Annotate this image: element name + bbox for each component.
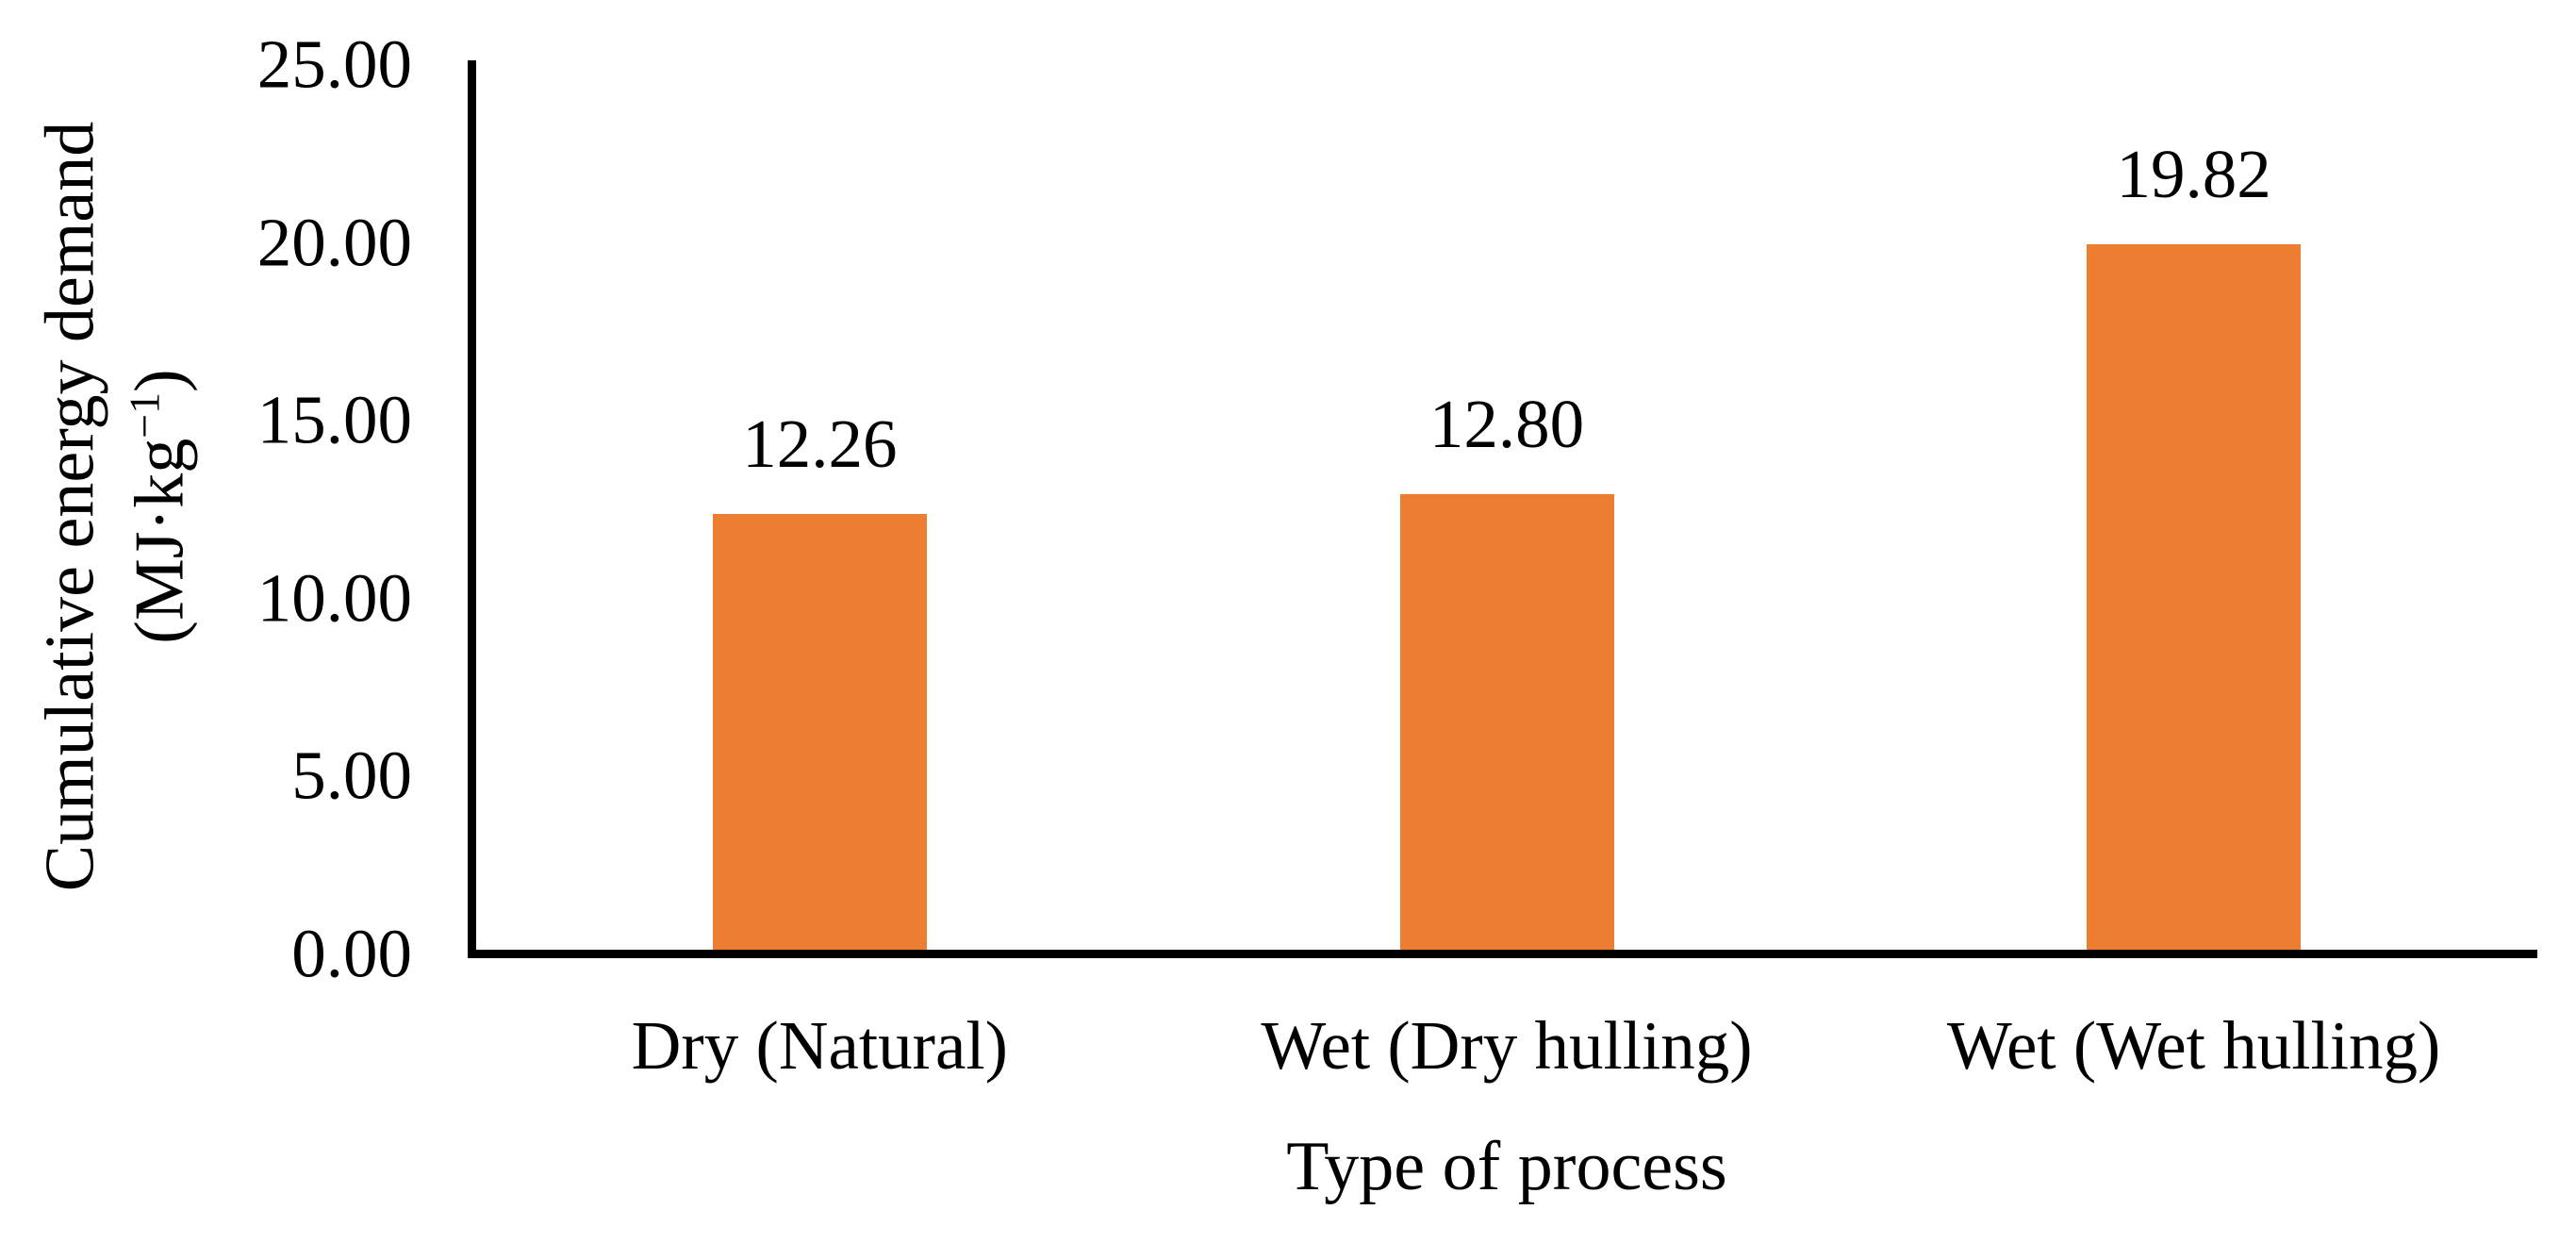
y-tick-label-25.00: 25.00	[256, 25, 412, 103]
bar-wet-wet-hulling	[2087, 244, 2302, 950]
bar-value-label-dry-natural: 12.26	[742, 405, 898, 482]
x-axis-line	[468, 950, 2537, 958]
y-tick-label-10.00: 10.00	[256, 559, 412, 637]
bar-value-label-wet-dry-hulling: 12.80	[1428, 386, 1585, 463]
x-axis-title: Type of process	[1286, 1128, 1727, 1205]
y-tick-label-5.00: 5.00	[291, 737, 412, 814]
y-tick-label-15.00: 15.00	[256, 381, 412, 458]
y-axis-line	[468, 60, 476, 958]
y-axis-tick-labels: 0.00 5.00 10.00 15.00 20.00 25.00	[0, 0, 412, 1243]
category-label-wet-dry-hulling: Wet (Dry hulling)	[1261, 1007, 1753, 1084]
category-label-wet-wet-hulling: Wet (Wet hulling)	[1946, 1007, 2441, 1084]
y-tick-label-20.00: 20.00	[256, 204, 412, 281]
bar-wet-dry-hulling	[1399, 494, 1614, 950]
category-label-dry-natural: Dry (Natural)	[631, 1007, 1008, 1084]
plot-area: 12.26 12.80 19.82	[476, 60, 2537, 950]
bar-value-label-wet-wet-hulling: 19.82	[2116, 136, 2271, 213]
bar-dry-natural	[712, 513, 927, 950]
y-tick-label-0.00: 0.00	[291, 915, 412, 992]
